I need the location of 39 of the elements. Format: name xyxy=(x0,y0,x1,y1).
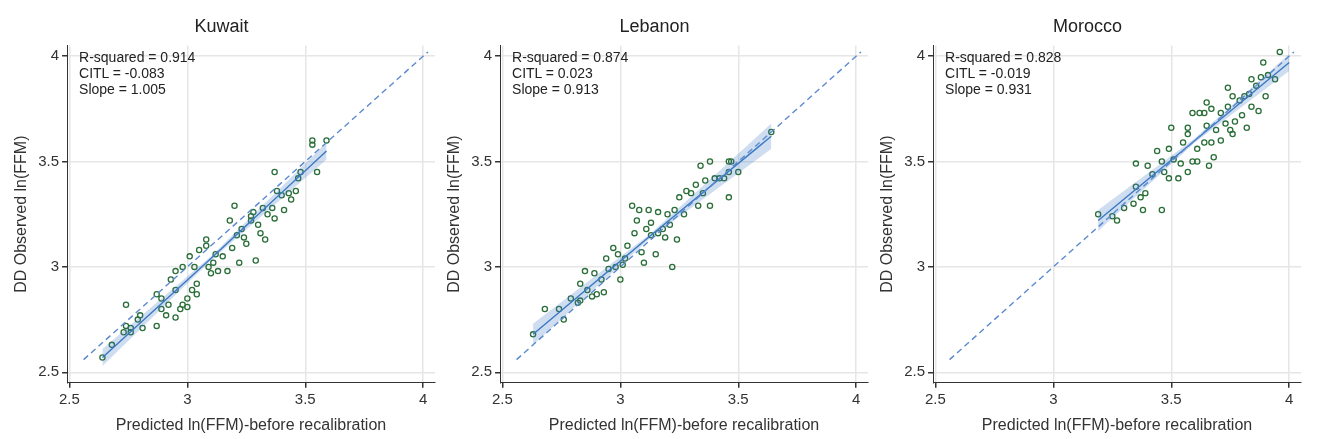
y-tick-label: 2.5 xyxy=(904,362,926,380)
x-tick-label: 3 xyxy=(1049,389,1058,407)
annotation: R-squared = 0.914 xyxy=(79,49,196,66)
y-axis-title: DD Observed ln(FFM) xyxy=(12,135,30,293)
chart-title: Kuwait xyxy=(194,15,249,36)
annotation: Slope = 1.005 xyxy=(79,81,167,98)
x-tick-label: 4 xyxy=(419,389,428,407)
x-tick-label: 4 xyxy=(1285,389,1294,407)
annotation: CITL = -0.019 xyxy=(945,65,1031,82)
x-axis-title: Predicted ln(FFM)-before recalibration xyxy=(548,415,820,433)
annotation: CITL = -0.083 xyxy=(79,65,165,82)
x-tick-label: 3 xyxy=(183,389,192,407)
annotation: R-squared = 0.828 xyxy=(945,49,1062,66)
y-tick-label: 3 xyxy=(50,257,60,275)
x-axis-title: Predicted ln(FFM)-before recalibration xyxy=(981,415,1253,433)
y-tick-label: 2.5 xyxy=(471,362,493,380)
annotation: Slope = 0.913 xyxy=(512,81,600,98)
y-tick-label: 4 xyxy=(50,46,60,64)
y-tick-label: 3.5 xyxy=(38,151,60,169)
x-tick-label: 3 xyxy=(616,389,625,407)
y-tick-label: 4 xyxy=(483,46,493,64)
y-tick-label: 3.5 xyxy=(904,151,926,169)
x-axis-title: Predicted ln(FFM)-before recalibration xyxy=(115,415,387,433)
x-tick-label: 4 xyxy=(852,389,861,407)
annotation: Slope = 0.931 xyxy=(945,81,1033,98)
x-tick-label: 3.5 xyxy=(1160,389,1182,407)
y-tick-label: 4 xyxy=(916,46,926,64)
y-tick-label: 2.5 xyxy=(38,362,60,380)
y-axis-title: DD Observed ln(FFM) xyxy=(445,135,463,293)
y-tick-label: 3.5 xyxy=(471,151,493,169)
chart-title: Morocco xyxy=(1052,15,1123,36)
y-axis-title: DD Observed ln(FFM) xyxy=(878,135,896,293)
y-tick-label: 3 xyxy=(483,257,493,275)
annotation: R-squared = 0.874 xyxy=(512,49,629,66)
annotation: CITL = 0.023 xyxy=(512,65,594,82)
x-tick-label: 3.5 xyxy=(294,389,316,407)
y-tick-label: 3 xyxy=(916,257,926,275)
chart-title: Lebanon xyxy=(619,15,690,36)
x-tick-label: 3.5 xyxy=(727,389,749,407)
